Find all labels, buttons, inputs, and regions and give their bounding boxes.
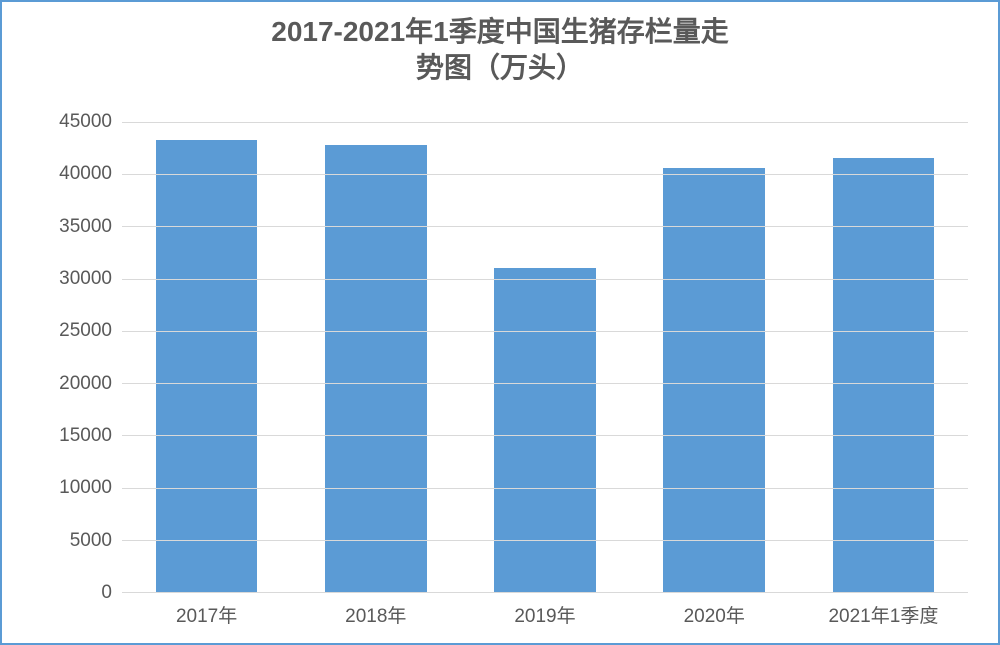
- y-tick-label: 40000: [59, 163, 112, 185]
- gridline: [122, 279, 968, 280]
- y-tick-label: 10000: [59, 477, 112, 499]
- gridline: [122, 331, 968, 332]
- chart-title-line2: 势图（万头）: [2, 50, 998, 86]
- x-tick-label: 2020年: [630, 601, 799, 628]
- bar-slot: [799, 122, 968, 592]
- y-tick-label: 25000: [59, 320, 112, 342]
- gridline: [122, 383, 968, 384]
- x-tick-label: 2019年: [460, 601, 629, 628]
- y-tick-label: 0: [101, 582, 112, 604]
- y-axis: 0500010000150002000025000300003500040000…: [42, 122, 122, 593]
- y-tick-label: 5000: [70, 530, 112, 552]
- chart-title-line1: 2017-2021年1季度中国生猪存栏量走: [2, 14, 998, 50]
- gridline: [122, 540, 968, 541]
- y-tick-label: 30000: [59, 268, 112, 290]
- gridline: [122, 174, 968, 175]
- bar: [325, 145, 427, 592]
- y-tick-label: 45000: [59, 111, 112, 133]
- plot-area: [122, 122, 968, 593]
- y-tick-label: 20000: [59, 373, 112, 395]
- chart-title: 2017-2021年1季度中国生猪存栏量走 势图（万头）: [2, 2, 998, 87]
- bars-row: [122, 122, 968, 592]
- bar-slot: [460, 122, 629, 592]
- chart-frame: 2017-2021年1季度中国生猪存栏量走 势图（万头） 0 5000 10000 1…: [0, 0, 1000, 645]
- y-tick-label: 15000: [59, 425, 112, 447]
- x-tick-label: 2021年1季度: [799, 601, 968, 628]
- x-tick-label: 2017年: [122, 601, 291, 628]
- gridline: [122, 122, 968, 123]
- bar-slot: [630, 122, 799, 592]
- gridline: [122, 226, 968, 227]
- bar: [833, 158, 935, 592]
- bar: [156, 140, 258, 592]
- x-tick-label: 2018年: [291, 601, 460, 628]
- x-axis-labels: 2017年2018年2019年2020年2021年1季度: [122, 601, 968, 628]
- plot-wrap: 0500010000150002000025000300003500040000…: [42, 122, 968, 593]
- bar: [663, 168, 765, 592]
- y-tick-label: 35000: [59, 216, 112, 238]
- bar-slot: [291, 122, 460, 592]
- bar: [494, 268, 596, 592]
- bar-slot: [122, 122, 291, 592]
- gridline: [122, 488, 968, 489]
- gridline: [122, 435, 968, 436]
